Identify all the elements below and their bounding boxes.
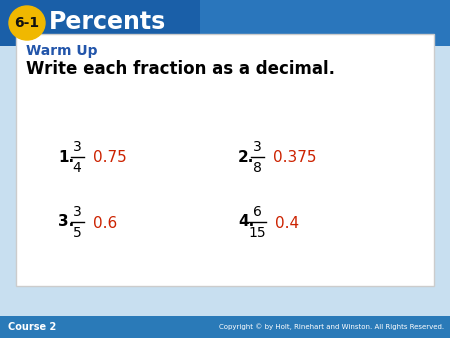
Text: 0.6: 0.6 — [93, 216, 117, 231]
Text: Write each fraction as a decimal.: Write each fraction as a decimal. — [26, 60, 335, 78]
Text: 0.375: 0.375 — [273, 150, 316, 166]
Text: 0.75: 0.75 — [93, 150, 126, 166]
Text: 3: 3 — [252, 140, 261, 154]
Bar — [16, 34, 434, 286]
Text: 3: 3 — [72, 205, 81, 219]
Ellipse shape — [9, 6, 45, 40]
Text: 6-1: 6-1 — [14, 16, 40, 30]
Text: 1.: 1. — [58, 149, 74, 165]
Bar — [0, 0, 450, 46]
Text: Warm Up: Warm Up — [26, 44, 98, 58]
Text: 5: 5 — [72, 226, 81, 240]
Text: Course 2: Course 2 — [8, 322, 56, 332]
Text: 3: 3 — [72, 140, 81, 154]
Text: 4: 4 — [72, 161, 81, 175]
Text: 0.4: 0.4 — [274, 216, 299, 231]
Text: 2.: 2. — [238, 149, 254, 165]
Text: 6: 6 — [252, 205, 261, 219]
Text: Copyright © by Holt, Rinehart and Winston. All Rights Reserved.: Copyright © by Holt, Rinehart and Winsto… — [219, 324, 444, 330]
Text: 4.: 4. — [238, 215, 254, 230]
Text: 3.: 3. — [58, 215, 74, 230]
Text: 8: 8 — [252, 161, 261, 175]
Text: 15: 15 — [248, 226, 266, 240]
Text: Percents: Percents — [49, 10, 166, 34]
Bar — [200, 0, 450, 46]
Bar — [0, 316, 450, 338]
